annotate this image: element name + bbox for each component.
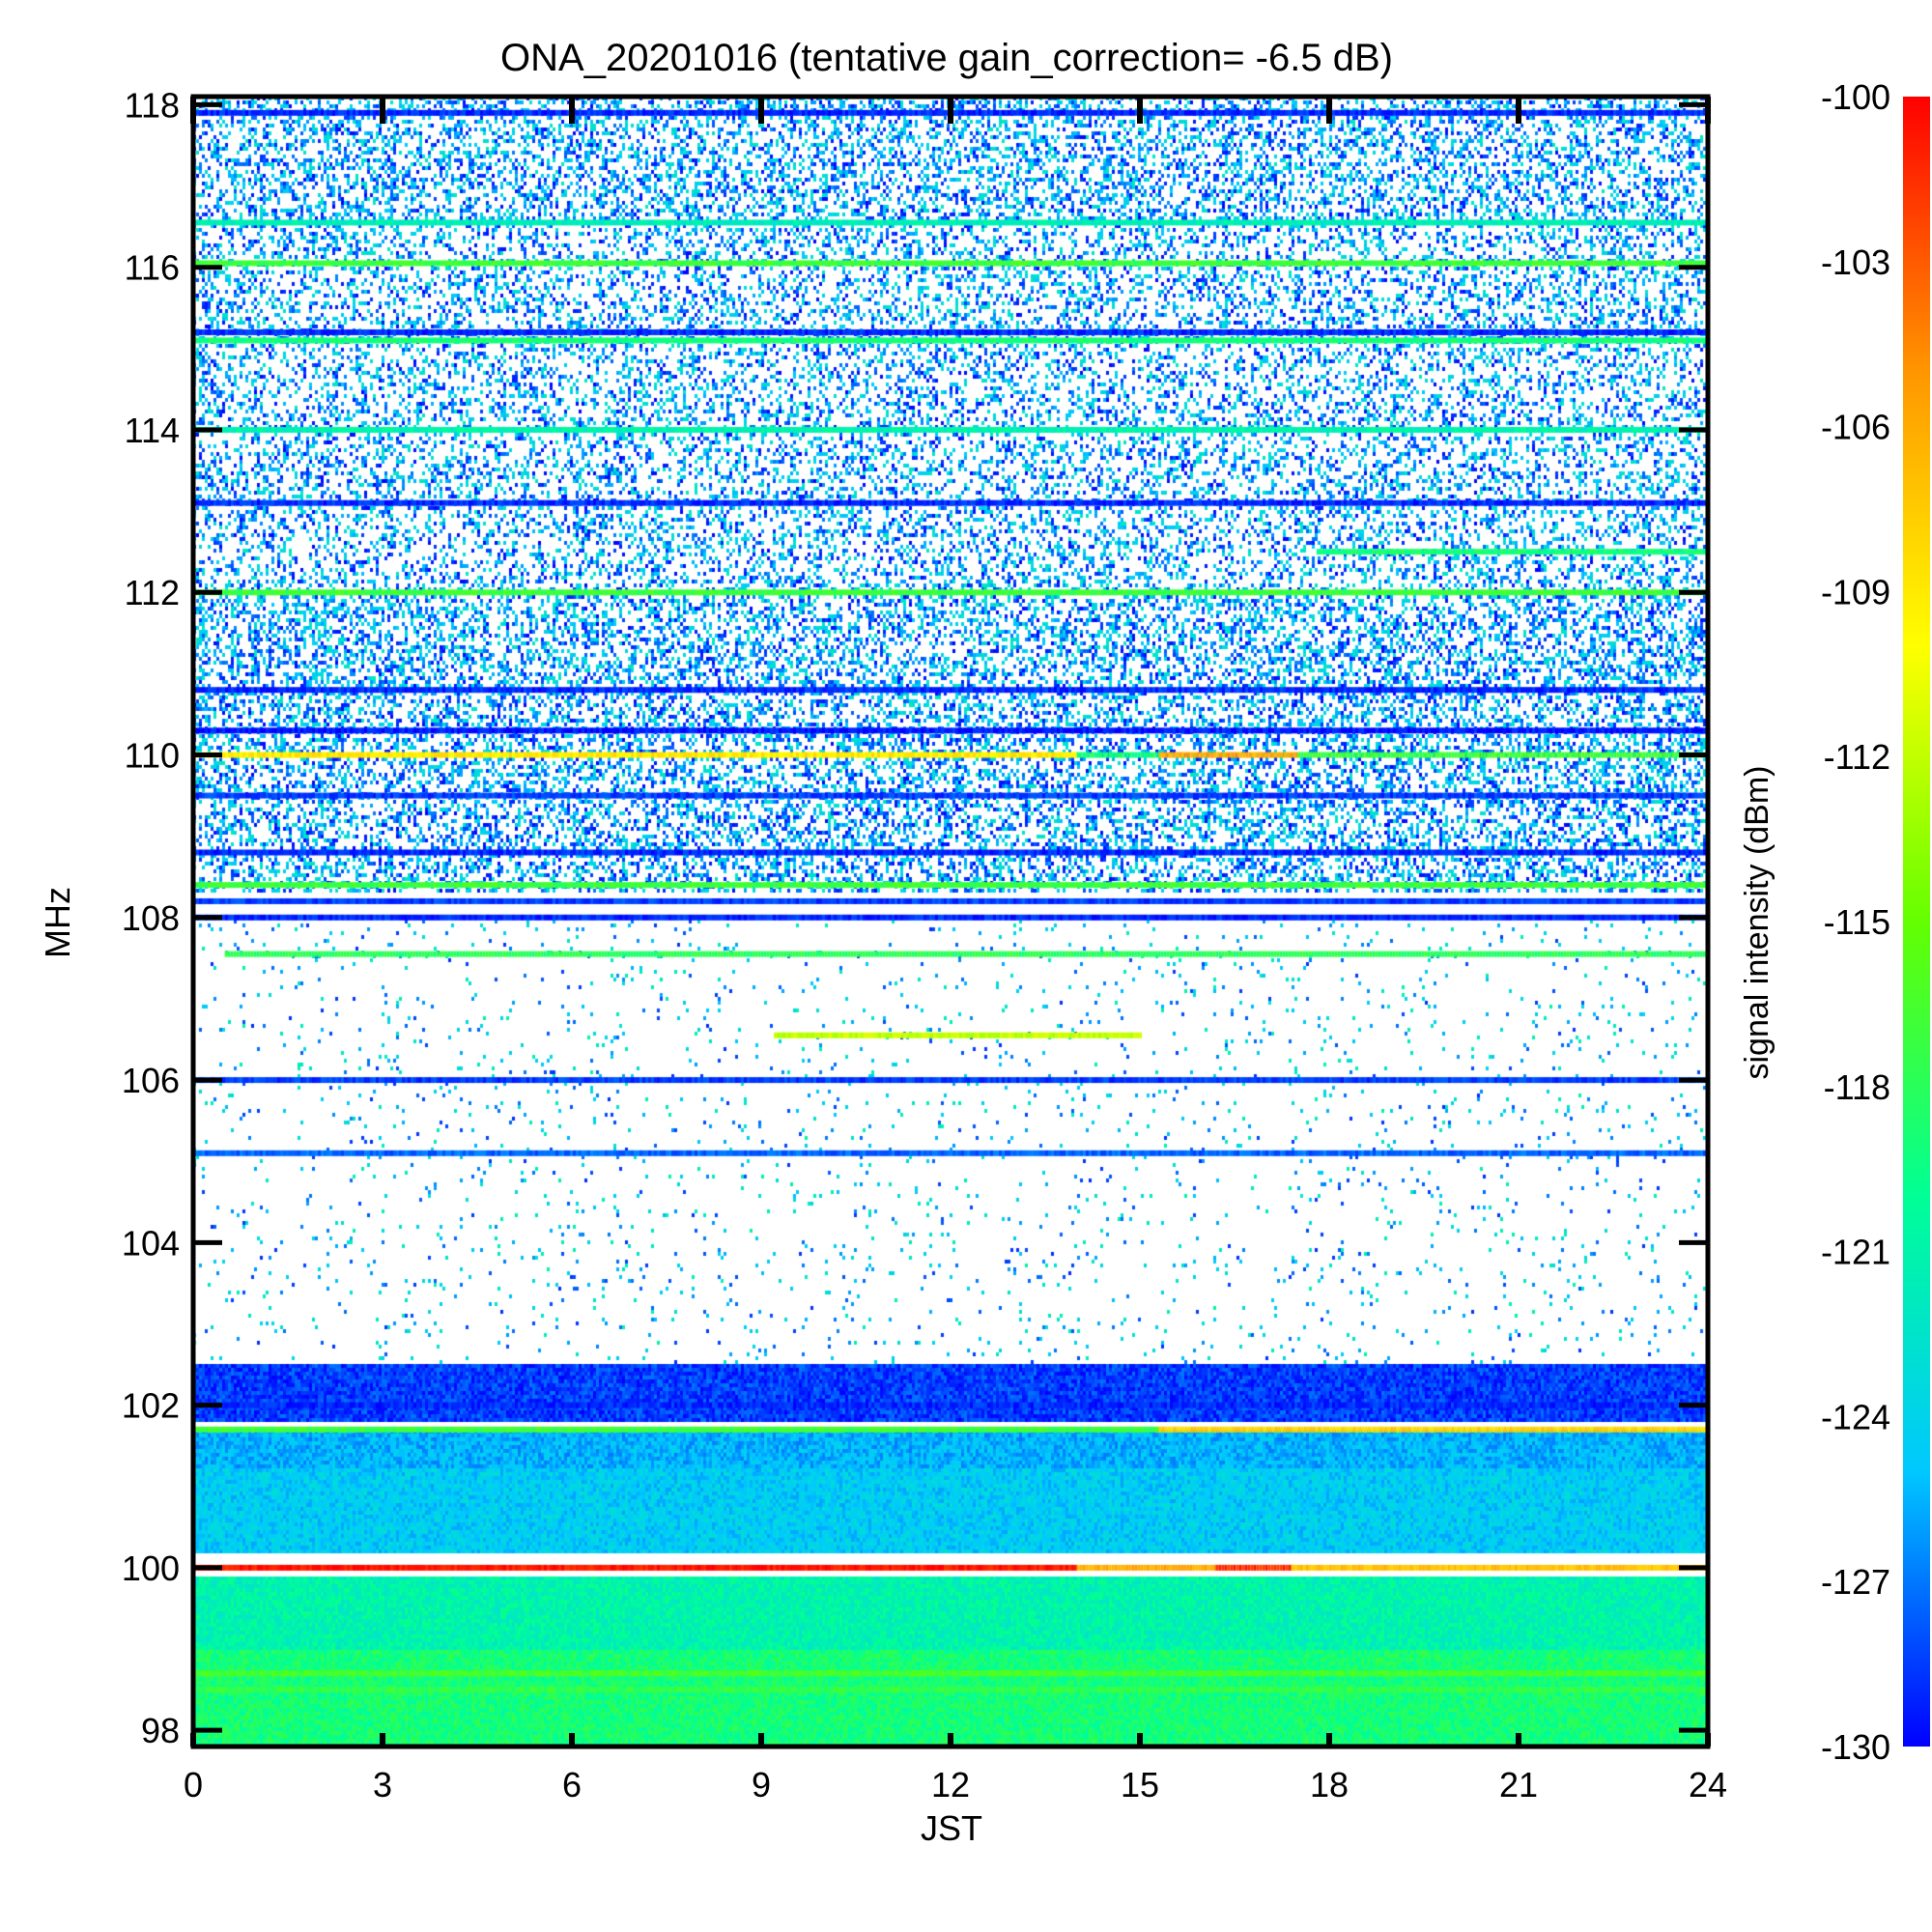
chart-title: ONA_20201016 (tentative gain_correction=… — [500, 37, 1393, 79]
y-axis-label: MHz — [38, 887, 77, 958]
x-axis-ticks: 0 3 6 9 12 15 18 21 24 — [184, 97, 1727, 1804]
y-tick-label-106: 106 — [122, 1061, 180, 1100]
y-tick-label-116: 116 — [125, 248, 180, 288]
y-tick-label-118: 118 — [125, 85, 180, 125]
colorbar-gradient — [1903, 97, 1930, 1747]
colorbar-ticks: -100 -103 -106 -109 -112 -115 -118 -121 -124 -127… — [1821, 77, 1890, 1767]
x-tick-label-21: 21 — [1499, 1765, 1538, 1804]
colorbar-tick-label-6: -118 — [1824, 1067, 1890, 1107]
y-tick-label-108: 108 — [122, 898, 180, 938]
colorbar-tick-label-1: -103 — [1821, 242, 1890, 282]
colorbar-tick-label-0: -100 — [1821, 77, 1890, 117]
y-tick-label-98: 98 — [141, 1711, 180, 1750]
colorbar — [1903, 97, 1930, 1747]
x-tick-label-0: 0 — [184, 1765, 203, 1804]
x-tick-label-6: 6 — [562, 1765, 582, 1804]
heatmap-area — [193, 97, 1708, 1747]
colorbar-tick-label-10: -130 — [1821, 1727, 1890, 1767]
colorbar-tick-label-9: -127 — [1821, 1562, 1890, 1602]
x-tick-label-24: 24 — [1689, 1765, 1727, 1804]
colorbar-tick-label-7: -121 — [1821, 1233, 1890, 1272]
y-tick-label-112: 112 — [125, 573, 180, 612]
colorbar-tick-label-5: -115 — [1824, 902, 1890, 942]
x-tick-label-12: 12 — [931, 1765, 970, 1804]
colorbar-tick-label-8: -124 — [1821, 1397, 1890, 1436]
colorbar-tick-label-2: -106 — [1821, 408, 1890, 447]
colorbar-label: signal intensity (dBm) — [1739, 765, 1776, 1079]
colorbar-tick-label-4: -112 — [1824, 737, 1890, 777]
x-tick-label-3: 3 — [373, 1765, 392, 1804]
colorbar-tick-label-3: -109 — [1821, 572, 1890, 611]
y-tick-label-104: 104 — [122, 1223, 180, 1263]
x-tick-label-18: 18 — [1310, 1765, 1349, 1804]
heatmap-image — [193, 97, 1708, 1747]
y-axis-ticks: 98 100 102 104 106 108 110 112 114 116 118 — [122, 85, 1708, 1750]
y-tick-label-100: 100 — [122, 1548, 180, 1588]
y-tick-label-102: 102 — [122, 1386, 180, 1426]
x-tick-label-15: 15 — [1121, 1765, 1159, 1804]
y-tick-label-110: 110 — [125, 736, 180, 776]
x-axis-label: JST — [921, 1808, 982, 1848]
x-tick-label-9: 9 — [752, 1765, 771, 1804]
y-tick-label-114: 114 — [125, 411, 180, 450]
